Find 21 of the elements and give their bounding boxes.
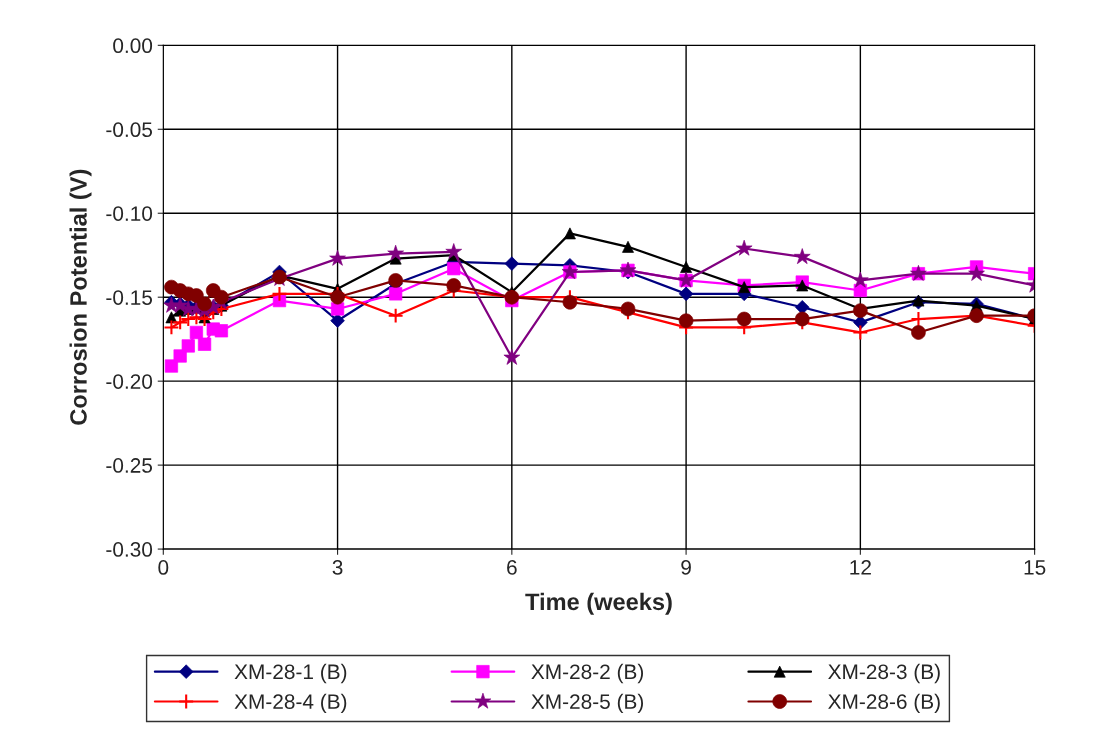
x-tick-label: 3 (332, 560, 343, 575)
y-tick-label: -0.30 (106, 542, 153, 557)
x-tick-label: 15 (1024, 560, 1046, 575)
x-tick-label: 12 (850, 560, 871, 575)
legend-label: XM-28-1 (B) (234, 663, 347, 684)
y-axis-title: Corrosion Potential (V) (69, 169, 92, 425)
legend-label: XM-28-4 (B) (234, 693, 347, 714)
x-tick-label: 0 (158, 560, 169, 575)
x-axis-title: Time (weeks) (525, 592, 672, 615)
y-tick-label: -0.15 (106, 290, 153, 305)
x-tick-label: 6 (507, 560, 517, 575)
legend-label: XM-28-2 (B) (531, 663, 644, 684)
legend-label: XM-28-5 (B) (531, 693, 644, 714)
y-tick-label: -0.05 (106, 122, 153, 138)
legend-label: XM-28-3 (B) (828, 663, 940, 684)
y-tick-label: 0.00 (113, 38, 153, 54)
y-tick-label: -0.25 (106, 458, 153, 473)
y-tick-label: -0.10 (106, 206, 153, 221)
x-tick-label: 9 (681, 560, 691, 575)
legend-label: XM-28-6 (B) (828, 693, 940, 714)
y-tick-label: -0.20 (106, 374, 153, 389)
